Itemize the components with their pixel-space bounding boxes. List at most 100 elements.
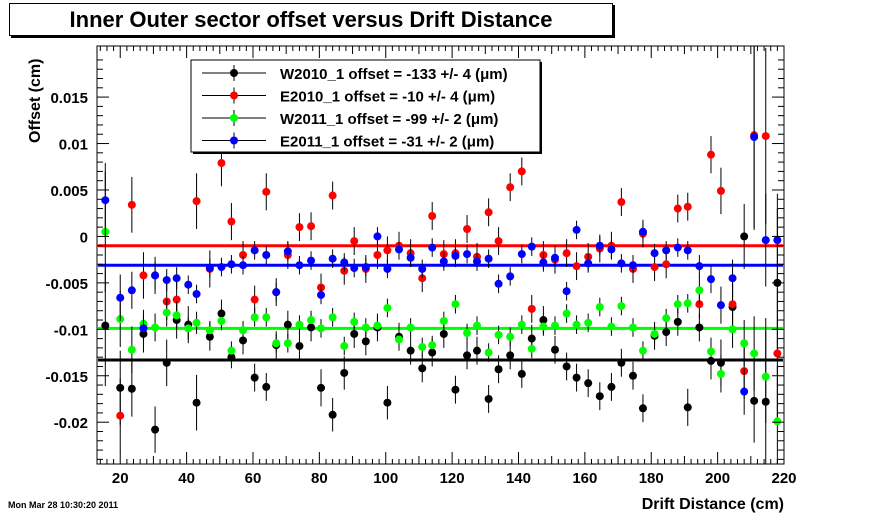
x-tick-label: 60: [245, 470, 262, 487]
y-tick-label: 0: [80, 229, 88, 246]
data-point: [328, 313, 337, 322]
data-point: [395, 335, 404, 344]
data-point: [250, 295, 259, 304]
data-point: [340, 342, 349, 351]
data-point: [673, 300, 682, 309]
y-tick-label: -0.005: [45, 276, 88, 293]
data-point: [439, 329, 448, 338]
x-tick-label: 40: [178, 470, 195, 487]
data-point: [572, 225, 581, 234]
data-point: [162, 358, 171, 367]
data-point: [562, 362, 571, 371]
timestamp: Mon Mar 28 10:30:20 2011: [8, 500, 119, 510]
data-point: [205, 326, 214, 335]
legend-entry-1: E2010_1 offset = -10 +/- 4 (μm): [202, 87, 495, 106]
data-point: [716, 186, 725, 195]
data-point: [695, 262, 704, 271]
data-point: [539, 258, 548, 267]
y-axis-label: Offset (cm): [27, 59, 44, 143]
data-point: [584, 318, 593, 327]
data-point: [184, 280, 193, 289]
data-point: [350, 237, 359, 246]
data-point: [162, 308, 171, 317]
data-point: [295, 261, 304, 270]
series-3: [101, 46, 782, 415]
data-point: [283, 339, 292, 348]
x-tick-label: 140: [506, 470, 531, 487]
data-point: [451, 251, 460, 260]
data-point: [617, 198, 626, 207]
data-point: [584, 379, 593, 388]
data-point: [628, 323, 637, 332]
data-point: [750, 396, 759, 405]
data-point: [127, 345, 136, 354]
data-points: [101, 46, 782, 464]
data-point: [628, 261, 637, 270]
data-point: [662, 260, 671, 269]
data-point: [562, 287, 571, 296]
y-tick-label: -0.02: [54, 415, 88, 432]
data-point: [151, 323, 160, 332]
data-point: [706, 347, 715, 356]
data-point: [740, 339, 749, 348]
data-point: [192, 290, 201, 299]
y-tick-label: 0.015: [50, 90, 88, 107]
data-point: [572, 373, 581, 382]
data-point: [484, 208, 493, 217]
data-point: [494, 279, 503, 288]
data-point: [562, 309, 571, 318]
data-point: [295, 342, 304, 351]
data-point: [239, 251, 248, 259]
data-point: [572, 262, 581, 271]
data-point: [539, 322, 548, 331]
legend-marker: [230, 136, 238, 145]
data-point: [463, 250, 472, 259]
data-point: [205, 264, 214, 273]
data-point: [328, 254, 337, 263]
data-point: [750, 133, 759, 142]
data-point: [695, 286, 704, 295]
data-point: [484, 254, 493, 263]
data-point: [617, 302, 626, 311]
data-point: [373, 232, 382, 241]
data-point: [551, 321, 559, 330]
data-point: [638, 227, 647, 236]
legend-marker: [230, 114, 238, 122]
data-point: [517, 369, 526, 378]
legend-label: W2010_1 offset = -133 +/- 4 (μm): [280, 66, 508, 83]
data-point: [527, 242, 536, 251]
data-point: [517, 167, 526, 176]
legend-label: W2011_1 offset = -99 +/- 2 (μm): [280, 111, 498, 128]
data-point: [328, 410, 337, 419]
data-point: [761, 372, 770, 381]
data-point: [463, 329, 472, 338]
data-point: [683, 403, 692, 412]
data-point: [192, 318, 201, 327]
chart-title: Inner Outer sector offset versus Drift D…: [9, 3, 613, 36]
data-point: [295, 223, 304, 232]
data-point: [192, 398, 201, 407]
data-point: [595, 241, 604, 250]
data-point: [192, 197, 201, 206]
x-tick-label: 20: [112, 470, 129, 487]
data-point: [716, 301, 725, 310]
data-point: [638, 404, 647, 413]
y-tick-label: -0.015: [45, 369, 88, 386]
data-point: [628, 371, 637, 380]
data-point: [428, 341, 437, 350]
data-point: [361, 323, 370, 332]
data-point: [116, 411, 125, 420]
data-point: [217, 159, 226, 168]
legend-entry-2: W2011_1 offset = -99 +/- 2 (μm): [202, 110, 498, 128]
data-point: [340, 258, 349, 267]
data-point: [673, 204, 682, 213]
data-point: [773, 236, 782, 245]
data-point: [728, 325, 737, 334]
data-point: [418, 264, 427, 273]
data-point: [662, 246, 671, 255]
data-point: [262, 187, 271, 196]
legend-box: [190, 59, 541, 153]
data-point: [162, 276, 171, 285]
data-point: [683, 202, 692, 211]
data-point: [217, 316, 226, 325]
